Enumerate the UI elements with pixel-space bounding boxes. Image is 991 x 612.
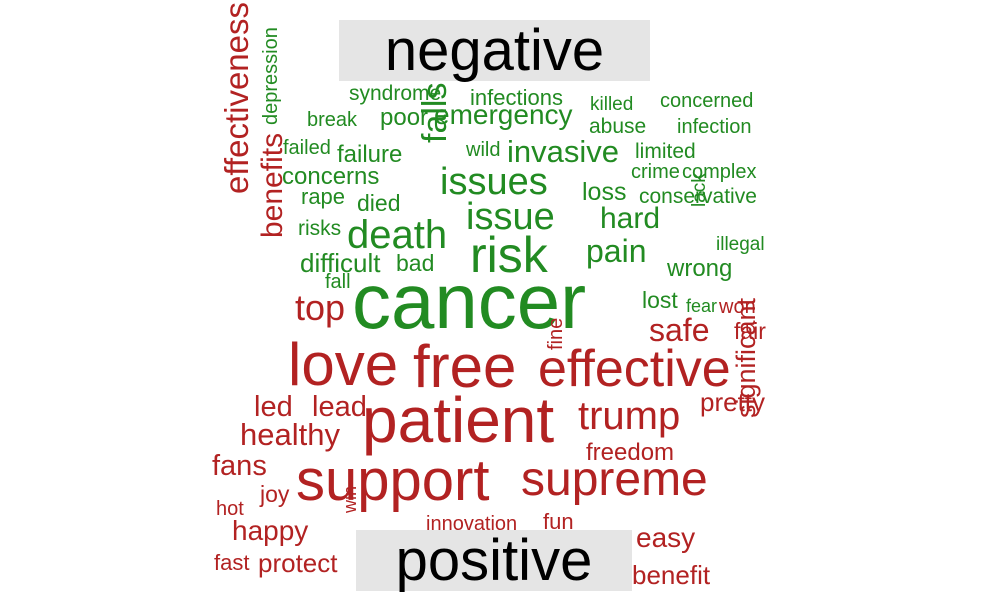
word-positive-trump: trump: [578, 394, 681, 438]
word-negative-difficult: difficult: [300, 248, 381, 278]
word-negative-issues: issues: [440, 161, 548, 203]
word-negative-cancer: cancer: [352, 257, 587, 345]
word-positive-benefits: benefits: [256, 132, 289, 238]
word-positive-fans: fans: [212, 450, 267, 482]
word-positive-fast: fast: [214, 550, 250, 575]
word-positive-support: support: [296, 448, 490, 513]
word-positive-joy: joy: [260, 481, 290, 507]
word-negative-wrong: wrong: [667, 255, 733, 282]
word-negative-risks: risks: [298, 217, 342, 240]
word-positive-effective: effective: [538, 340, 731, 398]
word-negative-abuse: abuse: [589, 115, 647, 138]
word-positive-led: led: [254, 391, 293, 423]
word-negative-complex: complex: [682, 161, 757, 183]
word-negative-concerns: concerns: [282, 163, 380, 190]
word-positive-happy: happy: [232, 515, 309, 546]
word-positive-hot: hot: [216, 498, 244, 520]
word-positive-supreme: supreme: [521, 453, 708, 506]
word-positive-love: love: [288, 331, 399, 398]
word-positive-lead: lead: [312, 391, 367, 423]
word-positive-easy: easy: [636, 522, 696, 553]
word-negative-died: died: [357, 190, 401, 216]
word-positive-fair: fair: [734, 318, 766, 344]
word-positive-won: won: [719, 296, 756, 318]
word-negative-failed: failed: [283, 137, 331, 159]
word-positive-effectiveness: effectiveness: [218, 1, 255, 194]
word-positive-healthy: healthy: [240, 417, 340, 452]
word-positive-fun: fun: [543, 509, 574, 534]
word-positive-innovation: innovation: [426, 513, 518, 535]
word-negative-lost: lost: [642, 287, 678, 313]
word-negative-fall: fall: [325, 271, 351, 293]
word-positive-win: win: [340, 485, 360, 513]
word-negative-poor: poor: [380, 104, 429, 131]
word-negative-infections: infections: [470, 85, 563, 110]
word-positive-pretty: pretty: [700, 387, 766, 417]
word-negative-lack: lack: [689, 173, 710, 207]
word-negative-failure: failure: [337, 141, 403, 168]
word-negative-wild: wild: [466, 139, 501, 161]
group-label-positive: positive: [356, 530, 632, 591]
word-negative-illegal: illegal: [716, 234, 765, 255]
word-negative-limited: limited: [635, 140, 696, 163]
word-negative-depression: depression: [260, 27, 282, 125]
word-positive-fine: fine: [545, 317, 567, 350]
word-negative-loss: loss: [582, 178, 627, 206]
word-positive-freedom: freedom: [586, 439, 675, 466]
word-positive-patient: patient: [362, 384, 555, 456]
group-label-negative: negative: [339, 20, 650, 81]
word-negative-risk: risk: [470, 227, 548, 283]
word-negative-conservative: conservative: [639, 185, 757, 208]
word-negative-rape: rape: [301, 184, 346, 209]
word-positive-protect: protect: [258, 548, 338, 578]
word-negative-hard: hard: [600, 202, 661, 235]
word-positive-free: free: [413, 333, 517, 400]
word-positive-benefit: benefit: [632, 560, 711, 590]
word-negative-syndrome: syndrome: [349, 82, 442, 105]
word-negative-invasive: invasive: [507, 134, 619, 169]
word-negative-break: break: [307, 109, 358, 131]
word-negative-killed: killed: [590, 94, 634, 115]
word-negative-bad: bad: [396, 250, 435, 276]
word-negative-issue: issue: [466, 196, 555, 238]
word-negative-infection: infection: [677, 116, 752, 138]
word-positive-top: top: [295, 287, 346, 328]
word-negative-concerned: concerned: [660, 90, 754, 112]
word-positive-safe: safe: [649, 312, 710, 348]
word-negative-fear: fear: [686, 296, 718, 316]
word-negative-death: death: [347, 213, 448, 257]
word-negative-crime: crime: [631, 161, 680, 183]
word-negative-pain: pain: [586, 233, 647, 269]
word-negative-emergency: emergency: [434, 99, 573, 130]
